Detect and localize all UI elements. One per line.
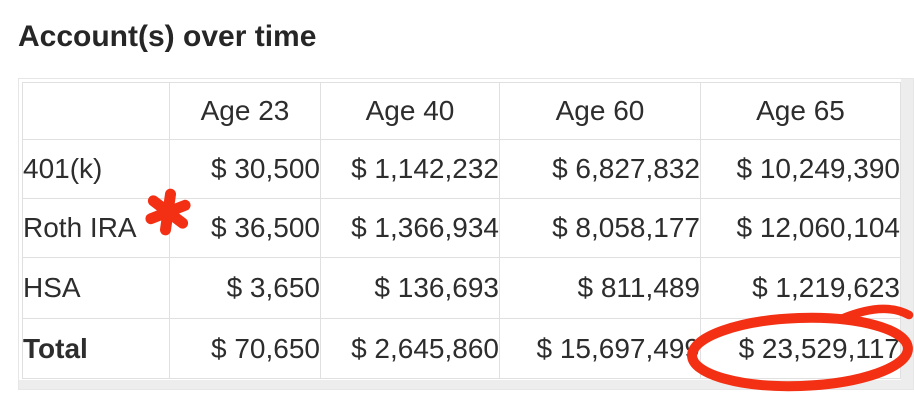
table-row-total: Total $ 70,650 $ 2,645,860 $ 15,697,499 … <box>22 318 901 379</box>
table-header-row: Age 23 Age 40 Age 60 Age 65 <box>22 82 901 140</box>
row-label-total: Total <box>22 318 170 379</box>
cell-roth-age23: $ 36,500 <box>169 198 321 258</box>
cell-total-age23: $ 70,650 <box>169 318 321 379</box>
row-label-401k: 401(k) <box>22 139 170 199</box>
cell-roth-age40: $ 1,366,934 <box>320 198 500 258</box>
accounts-table-container: Age 23 Age 40 Age 60 Age 65 401(k) $ 30,… <box>18 78 914 390</box>
column-header-age-65: Age 65 <box>700 82 901 140</box>
table-row-roth-ira: Roth IRA $ 36,500 $ 1,366,934 $ 8,058,17… <box>22 198 901 258</box>
cell-roth-age60: $ 8,058,177 <box>499 198 701 258</box>
cell-401k-age65: $ 10,249,390 <box>700 139 901 199</box>
cell-401k-age40: $ 1,142,232 <box>320 139 500 199</box>
cell-hsa-age65: $ 1,219,623 <box>700 257 901 319</box>
cell-hsa-age60: $ 811,489 <box>499 257 701 319</box>
cell-roth-age65: $ 12,060,104 <box>700 198 901 258</box>
cell-total-age40: $ 2,645,860 <box>320 318 500 379</box>
corner-header-cell <box>22 82 170 140</box>
column-header-age-60: Age 60 <box>499 82 701 140</box>
accounts-over-time-table: Age 23 Age 40 Age 60 Age 65 401(k) $ 30,… <box>22 82 901 379</box>
cell-hsa-age40: $ 136,693 <box>320 257 500 319</box>
cell-401k-age23: $ 30,500 <box>169 139 321 199</box>
cell-401k-age60: $ 6,827,832 <box>499 139 701 199</box>
column-header-age-40: Age 40 <box>320 82 500 140</box>
cell-total-age65: $ 23,529,117 <box>700 318 901 379</box>
cell-total-age60: $ 15,697,499 <box>499 318 701 379</box>
row-label-hsa: HSA <box>22 257 170 319</box>
table-row-401k: 401(k) $ 30,500 $ 1,142,232 $ 6,827,832 … <box>22 139 901 199</box>
row-label-roth-ira: Roth IRA <box>22 198 170 258</box>
page-title: Account(s) over time <box>18 20 317 53</box>
column-header-age-23: Age 23 <box>169 82 321 140</box>
vertical-scrollbar-track[interactable] <box>901 79 913 389</box>
cell-hsa-age23: $ 3,650 <box>169 257 321 319</box>
table-row-hsa: HSA $ 3,650 $ 136,693 $ 811,489 $ 1,219,… <box>22 257 901 319</box>
horizontal-scrollbar-track[interactable] <box>19 380 913 389</box>
